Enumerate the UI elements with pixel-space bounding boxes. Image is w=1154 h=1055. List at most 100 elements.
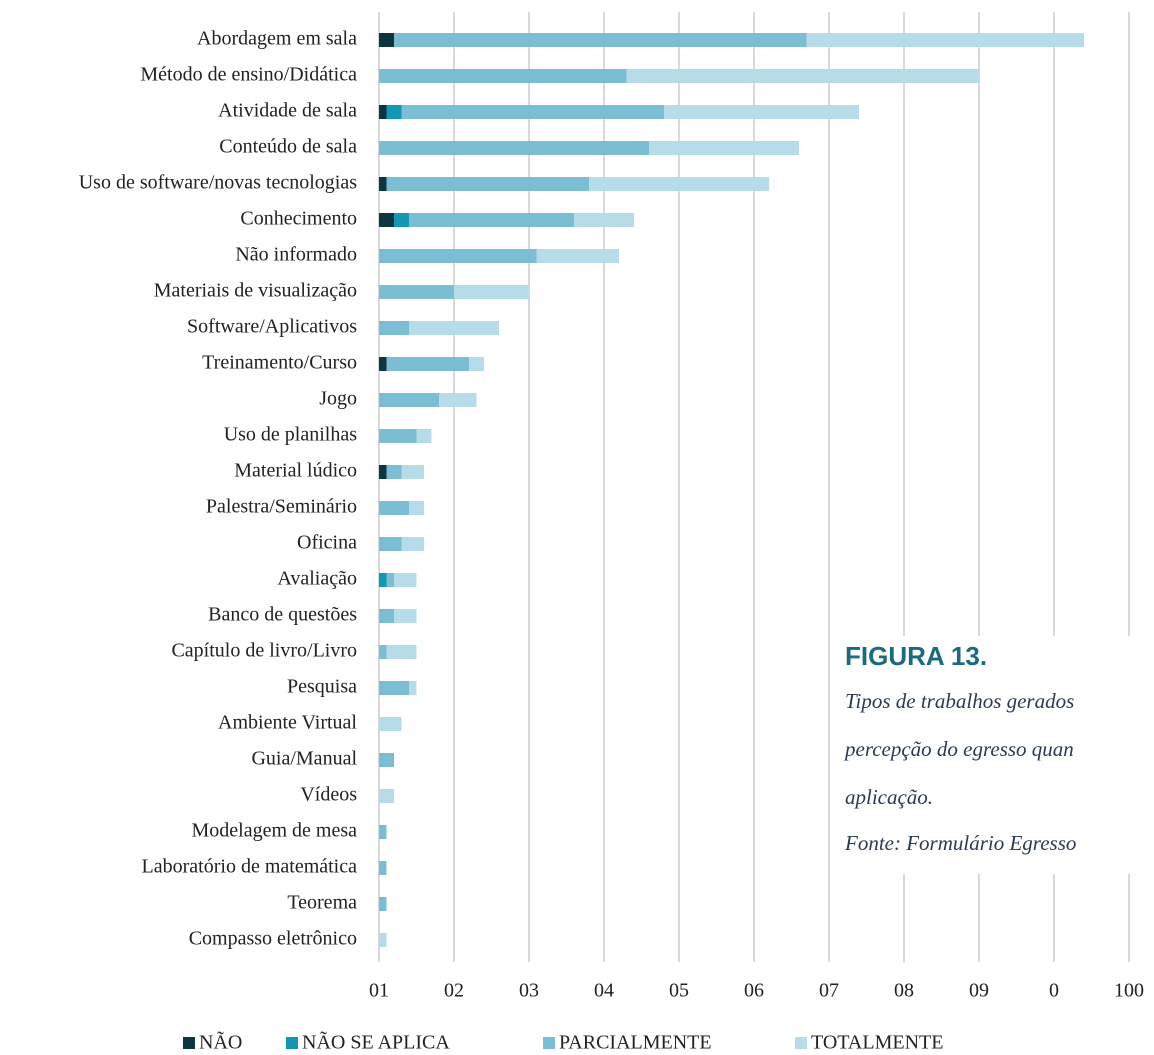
bar-segment [401, 537, 424, 551]
bar-segment [439, 393, 477, 407]
bar-segment [379, 285, 454, 299]
y-tick-label: Compasso eletrônico [189, 928, 357, 950]
y-tick-label: Material lúdico [234, 460, 357, 482]
bar-segment [536, 249, 619, 263]
x-tick-label: 100 [1114, 980, 1144, 1002]
bar-segment [379, 861, 387, 875]
x-tick-label: 07 [819, 980, 839, 1002]
bar-segment [379, 177, 387, 191]
caption: Tipos de trabalhos gerados [845, 689, 1074, 713]
y-tick-label: Jogo [319, 388, 357, 410]
bar-segment [379, 213, 394, 227]
y-tick-label: Uso de planilhas [224, 424, 358, 446]
bar-segment [379, 537, 402, 551]
y-tick-label: Vídeos [300, 784, 357, 806]
bar-segment [379, 429, 417, 443]
bar-segment [379, 69, 627, 83]
y-tick-label: Capítulo de livro/Livro [171, 640, 357, 662]
legend-swatch [543, 1037, 555, 1049]
y-tick-label: Banco de questões [208, 604, 357, 626]
bar-segment [649, 141, 799, 155]
bar-segment [379, 249, 537, 263]
y-tick-label: Treinamento/Curso [202, 352, 357, 374]
bar-segment [379, 501, 409, 515]
bar-segment [469, 357, 484, 371]
legend-label: PARCIALMENTE [559, 1032, 712, 1054]
bar-segment [379, 357, 387, 371]
y-tick-label: Teorema [287, 892, 357, 914]
y-tick-label: Software/Aplicativos [187, 316, 357, 338]
y-tick-label: Pesquisa [287, 676, 357, 698]
x-tick-label: 01 [369, 980, 389, 1002]
y-tick-label: Laboratório de matemática [142, 856, 358, 878]
bar-segment [589, 177, 769, 191]
bar-segment [386, 177, 589, 191]
bar-segment [379, 105, 387, 119]
caption: Fonte: Formulário Egresso [844, 831, 1076, 855]
x-tick-label: 04 [594, 980, 614, 1002]
y-tick-label: Atividade de sala [218, 100, 357, 122]
bar-segment [379, 141, 649, 155]
y-tick-label: Conhecimento [240, 208, 357, 230]
bar-segment [454, 285, 529, 299]
caption: aplicação. [845, 785, 933, 809]
bar-segment [386, 105, 402, 119]
y-tick-label: Método de ensino/Didática [140, 64, 357, 86]
bar-segment [386, 357, 469, 371]
bar-segment [626, 69, 979, 83]
y-tick-label: Oficina [297, 532, 357, 554]
y-tick-label: Materiais de visualização [154, 280, 357, 302]
bar-segment [386, 465, 402, 479]
bar-segment [401, 465, 424, 479]
x-tick-label: 09 [969, 980, 989, 1002]
y-tick-label: Uso de software/novas tecnologias [79, 172, 357, 194]
bar-segment [409, 213, 574, 227]
legend-label: NÃO [199, 1030, 242, 1054]
caption: percepção do egresso quan [843, 737, 1074, 761]
x-tick-label: 05 [669, 980, 689, 1002]
bar-segment [806, 33, 1084, 47]
x-tick-label: 03 [519, 980, 539, 1002]
bar-segment [379, 897, 387, 911]
bar-segment [574, 213, 634, 227]
bar-segment [394, 33, 807, 47]
bar-segment [394, 213, 409, 227]
x-tick-label: 06 [744, 980, 764, 1002]
y-tick-label: Abordagem em sala [197, 28, 357, 50]
y-tick-label: Avaliação [277, 568, 357, 590]
annotation-bg [830, 636, 1154, 874]
bar-segment [379, 753, 394, 767]
bar-segment [416, 429, 432, 443]
bar-segment [379, 717, 402, 731]
bar-segment [379, 825, 387, 839]
bar-segment [379, 321, 409, 335]
y-tick-label: Conteúdo de sala [219, 136, 357, 158]
bar-segment [379, 609, 394, 623]
y-tick-label: Modelagem de mesa [192, 820, 358, 842]
y-tick-label: Guia/Manual [251, 748, 357, 770]
x-tick-label: 02 [444, 980, 464, 1002]
bar-segment [379, 645, 387, 659]
legend-label: TOTALMENTE [811, 1032, 943, 1054]
bar-segment [409, 681, 417, 695]
x-tick-label: 08 [894, 980, 914, 1002]
legend-label: NÃO SE APLICA [302, 1030, 450, 1054]
bar-segment [409, 321, 499, 335]
y-tick-label: Palestra/Seminário [206, 496, 357, 518]
bar-segment [394, 573, 417, 587]
bar-segment [379, 789, 394, 803]
legend-swatch [795, 1037, 807, 1049]
bar-segment [394, 609, 417, 623]
legend-swatch [183, 1037, 195, 1049]
bar-segment [401, 105, 664, 119]
bar-segment [409, 501, 424, 515]
figure-label: FIGURA 13. [845, 641, 987, 671]
bar-segment [386, 573, 394, 587]
bar-segment [379, 33, 394, 47]
y-tick-label: Ambiente Virtual [218, 712, 357, 734]
bar-segment [386, 645, 417, 659]
x-tick-label: 0 [1049, 980, 1059, 1002]
bar-segment [379, 573, 387, 587]
legend-swatch [286, 1037, 298, 1049]
